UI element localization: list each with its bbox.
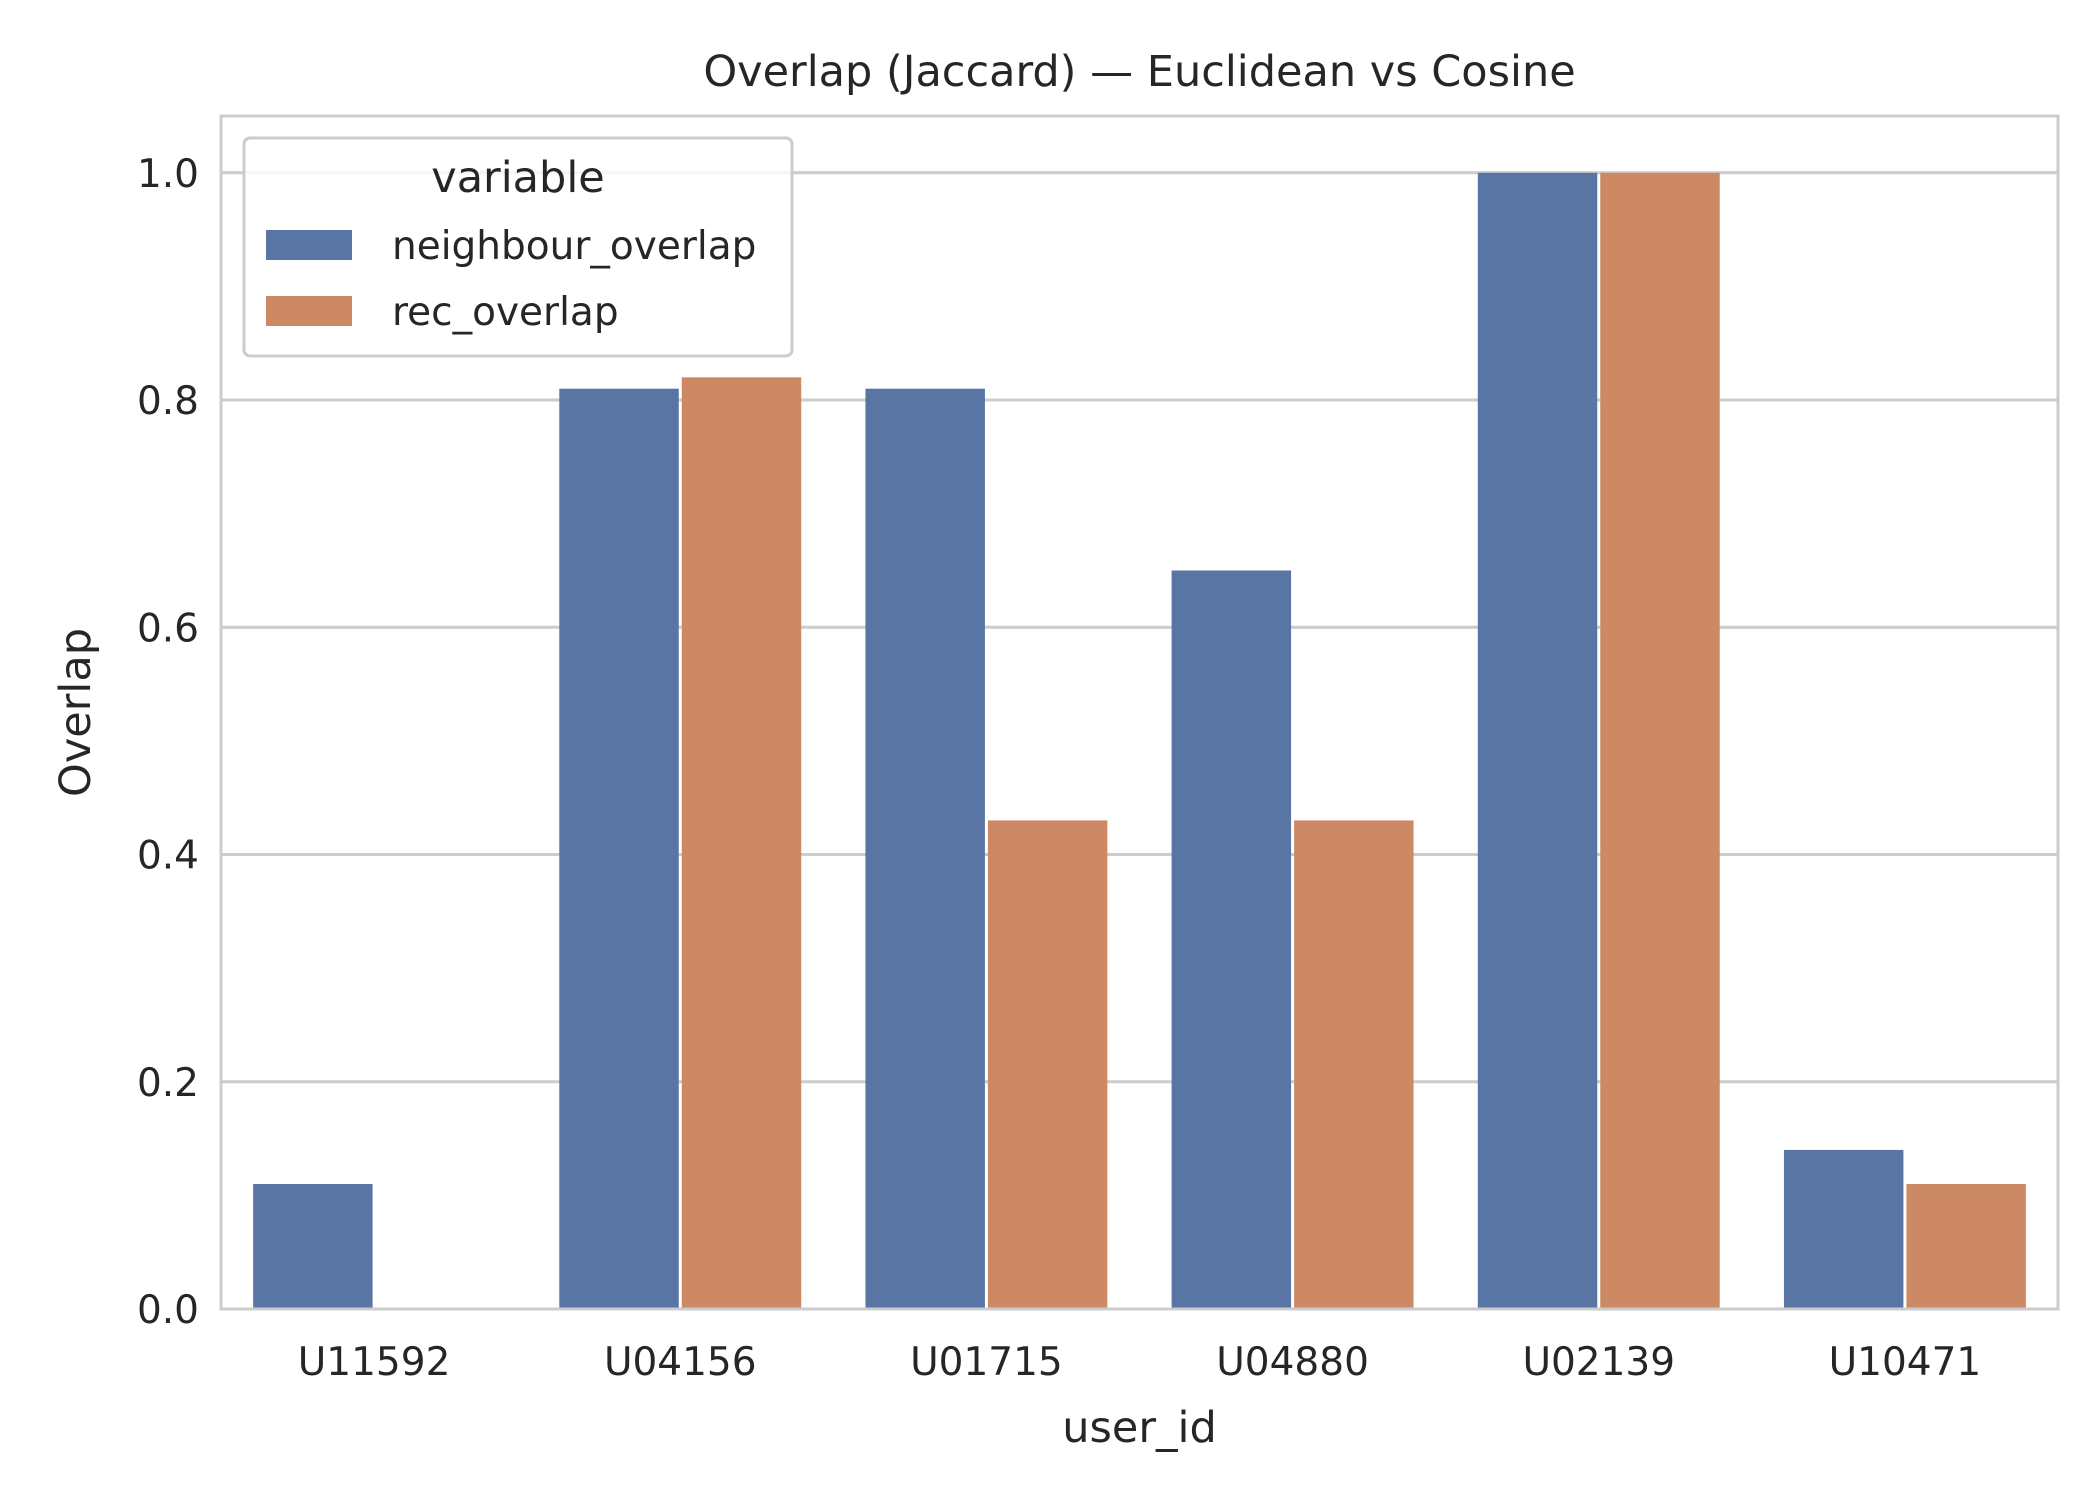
y-tick-label: 1.0 — [137, 152, 199, 197]
x-tick-label: U02139 — [1522, 1340, 1675, 1385]
bar-neighbour-overlap-U11592 — [253, 1184, 373, 1309]
plot-frame — [219, 114, 2060, 1311]
y-tick-labels: 0.0 0.2 0.4 0.6 0.8 1.0 — [137, 152, 199, 1333]
bar-neighbour-overlap-U01715 — [865, 388, 985, 1310]
y-tick-label: 0.0 — [137, 1288, 199, 1333]
x-tick-label: U01715 — [910, 1340, 1063, 1385]
bar-rec-overlap-U02139 — [1600, 172, 1720, 1309]
legend-box — [242, 136, 794, 358]
y-tick-label: 0.8 — [137, 379, 199, 424]
bars — [253, 172, 2026, 1310]
bar-neighbour-overlap-U02139 — [1477, 172, 1598, 1309]
bar-rec-overlap-U04156 — [681, 377, 802, 1309]
y-tick-label: 0.6 — [137, 606, 199, 651]
bar-rec-overlap-U10471 — [1906, 1184, 2026, 1309]
legend-label-neighbour-overlap: neighbour_overlap — [392, 224, 756, 269]
bar-neighbour-overlap-U10471 — [1783, 1149, 1904, 1309]
x-tick-labels: U11592 U04156 U01715 U04880 U02139 U10471 — [298, 1340, 1981, 1385]
y-tick-label: 0.4 — [137, 834, 199, 879]
y-tick-label: 0.2 — [137, 1061, 199, 1106]
x-axis-label: user_id — [1062, 1403, 1217, 1453]
bar-rec-overlap-U04880 — [1294, 820, 1414, 1309]
bar-neighbour-overlap-U04156 — [559, 388, 679, 1310]
x-tick-label: U10471 — [1829, 1340, 1982, 1385]
legend-label-rec-overlap: rec_overlap — [392, 290, 619, 335]
legend-swatch-neighbour-overlap — [266, 230, 352, 260]
x-tick-label: U04156 — [604, 1340, 757, 1385]
bar-neighbour-overlap-U04880 — [1171, 570, 1292, 1309]
chart-title: Overlap (Jaccard) — Euclidean vs Cosine — [703, 47, 1575, 97]
legend: variable neighbour_overlap rec_overlap — [242, 136, 794, 358]
y-axis-label: Overlap — [51, 628, 101, 797]
legend-swatch-rec-overlap — [266, 296, 352, 326]
x-tick-label: U11592 — [298, 1340, 451, 1385]
x-tick-label: U04880 — [1216, 1340, 1369, 1385]
bar-rec-overlap-U01715 — [987, 820, 1108, 1309]
legend-title: variable — [431, 153, 604, 203]
